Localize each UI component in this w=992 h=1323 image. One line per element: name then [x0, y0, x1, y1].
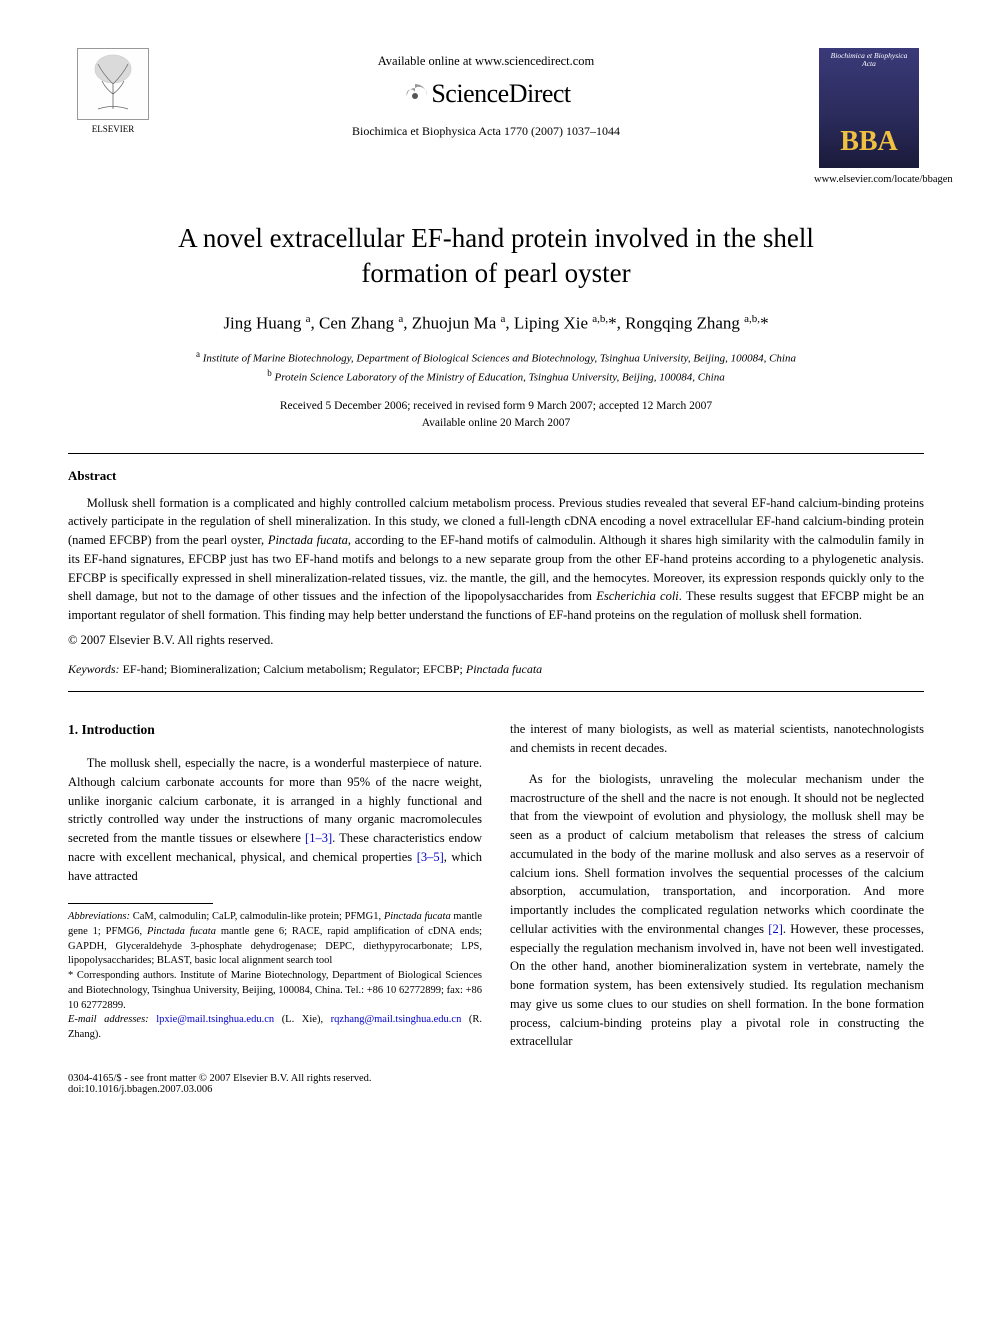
bba-url: www.elsevier.com/locate/bbagen: [814, 174, 924, 185]
intro-para-1: The mollusk shell, especially the nacre,…: [68, 754, 482, 885]
center-header: Available online at www.sciencedirect.co…: [158, 48, 814, 143]
abstract-copyright: © 2007 Elsevier B.V. All rights reserved…: [68, 633, 924, 648]
col2-para-cont: the interest of many biologists, as well…: [510, 720, 924, 758]
email-link-2[interactable]: rqzhang@mail.tsinghua.edu.cn: [331, 1014, 462, 1025]
affiliation-a: Institute of Marine Biotechnology, Depar…: [203, 353, 796, 365]
dates-line1: Received 5 December 2006; received in re…: [68, 398, 924, 415]
corr-label: * Corresponding authors.: [68, 970, 177, 981]
abstract-heading: Abstract: [68, 468, 924, 484]
two-column-body: 1. Introduction The mollusk shell, espec…: [68, 720, 924, 1051]
col2-p2-pre: As for the biologists, unraveling the mo…: [510, 772, 924, 936]
col2-p2-post: . However, these processes, especially t…: [510, 922, 924, 1049]
footnote-corresponding: * Corresponding authors. Institute of Ma…: [68, 969, 482, 1013]
footnote-emails: E-mail addresses: lpxie@mail.tsinghua.ed…: [68, 1013, 482, 1042]
ref-link-3-5[interactable]: [3–5]: [417, 850, 444, 864]
journal-reference: Biochimica et Biophysica Acta 1770 (2007…: [158, 124, 814, 139]
rule-top: [68, 453, 924, 454]
ref-link-1-3[interactable]: [1–3]: [305, 831, 332, 845]
header-row: ELSEVIER Available online at www.science…: [68, 48, 924, 185]
article-dates: Received 5 December 2006; received in re…: [68, 398, 924, 433]
doi-line: doi:10.1016/j.bbagen.2007.03.006: [68, 1084, 924, 1095]
elsevier-tree-icon: [77, 48, 149, 120]
ref-link-2[interactable]: [2]: [768, 922, 783, 936]
email-name-1: (L. Xie),: [282, 1014, 323, 1025]
front-matter-line: 0304-4165/$ - see front matter © 2007 El…: [68, 1073, 924, 1084]
sciencedirect-swirl-icon: [401, 82, 429, 110]
bba-cover-icon: Biochimica et Biophysica Acta BBA: [819, 48, 919, 168]
available-online-text: Available online at www.sciencedirect.co…: [158, 54, 814, 69]
abstract-text: Mollusk shell formation is a complicated…: [68, 494, 924, 625]
footnote-rule: [68, 903, 213, 904]
section-1-heading: 1. Introduction: [68, 720, 482, 740]
affiliations: a Institute of Marine Biotechnology, Dep…: [68, 348, 924, 386]
keywords-line: Keywords: EF-hand; Biomineralization; Ca…: [68, 662, 924, 677]
dates-line2: Available online 20 March 2007: [68, 415, 924, 432]
article-title: A novel extracellular EF-hand protein in…: [128, 221, 864, 291]
sciencedirect-logo: ScienceDirect: [158, 79, 814, 110]
email-link-1[interactable]: lpxie@mail.tsinghua.edu.cn: [156, 1014, 274, 1025]
sciencedirect-text: ScienceDirect: [431, 79, 570, 108]
bba-cover-top-text: Biochimica et Biophysica Acta: [823, 52, 915, 69]
affiliation-b: Protein Science Laboratory of the Minist…: [275, 372, 725, 384]
abbrev-label: Abbreviations:: [68, 911, 130, 922]
keywords-label: Keywords:: [68, 662, 120, 676]
elsevier-label: ELSEVIER: [68, 124, 158, 134]
footnote-abbreviations: Abbreviations: CaM, calmodulin; CaLP, ca…: [68, 910, 482, 969]
rule-bottom: [68, 691, 924, 692]
elsevier-logo: ELSEVIER: [68, 48, 158, 134]
column-right: the interest of many biologists, as well…: [510, 720, 924, 1051]
bottom-matter: 0304-4165/$ - see front matter © 2007 El…: [68, 1073, 924, 1095]
email-label: E-mail addresses:: [68, 1014, 149, 1025]
bba-big-text: BBA: [819, 126, 919, 158]
authors-line: Jing Huang a, Cen Zhang a, Zhuojun Ma a,…: [68, 313, 924, 334]
col2-para-2: As for the biologists, unraveling the mo…: [510, 770, 924, 1051]
page-container: ELSEVIER Available online at www.science…: [0, 0, 992, 1135]
column-left: 1. Introduction The mollusk shell, espec…: [68, 720, 482, 1051]
bba-logo-block: Biochimica et Biophysica Acta BBA www.el…: [814, 48, 924, 185]
